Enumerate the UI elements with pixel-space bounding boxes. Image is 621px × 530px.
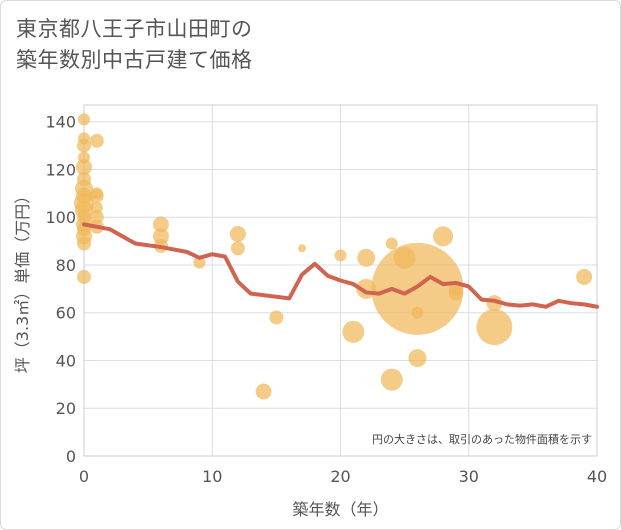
x-tick-label: 40: [587, 467, 607, 486]
bubble-point: [152, 216, 169, 233]
bubble-point: [77, 138, 91, 153]
bubble-point: [269, 310, 284, 325]
bubble-point: [78, 113, 90, 126]
bubble-point: [89, 188, 104, 203]
bubble-point: [408, 349, 427, 368]
bubble-point: [77, 269, 91, 284]
bubble-point: [193, 256, 206, 269]
y-tick-label: 20: [56, 399, 76, 418]
y-tick-label: 140: [45, 113, 76, 132]
x-tick-label: 30: [459, 467, 479, 486]
bubble-point: [76, 159, 92, 176]
bubble-point: [433, 226, 454, 247]
bubble-point: [385, 237, 398, 250]
x-tick-label: 20: [330, 467, 350, 486]
bubble-point: [89, 133, 104, 148]
bubble-point: [411, 306, 424, 319]
bubble-point: [77, 236, 91, 251]
bubble-point: [357, 248, 376, 267]
bubble-point: [448, 286, 463, 301]
y-tick-label: 60: [56, 304, 76, 323]
y-tick-label: 80: [56, 256, 76, 275]
bubble-point: [342, 320, 365, 343]
x-axis-label: 築年数（年）: [292, 500, 388, 519]
bubble-point: [90, 201, 103, 214]
bubble-point: [230, 241, 245, 256]
bubble-point: [334, 249, 347, 262]
chart-title: 東京都八王子市山田町の 築年数別中古戸建て価格: [16, 14, 253, 76]
y-tick-label: 0: [66, 447, 76, 466]
x-tick-label: 0: [79, 467, 89, 486]
bubble-point: [371, 242, 464, 335]
bubble-point: [229, 225, 246, 242]
y-axis-label: 坪（3.3㎡）単価（万円）: [13, 188, 32, 373]
title-line-1: 東京都八王子市山田町の: [16, 17, 253, 41]
y-tick-label: 40: [56, 351, 76, 370]
bubble-point: [576, 268, 593, 285]
bubble-point: [380, 368, 403, 391]
x-tick-labels: 0 10 20 30 40: [79, 467, 607, 486]
bubble-point: [255, 383, 272, 400]
bubble-point: [476, 309, 513, 346]
bubble-point: [298, 244, 307, 253]
y-tick-label: 100: [45, 208, 76, 227]
y-tick-labels: 0 20 40 60 80 100 120 140: [45, 113, 76, 466]
x-tick-label: 10: [202, 467, 222, 486]
title-line-2: 築年数別中古戸建て価格: [16, 48, 253, 72]
trend-line: [82, 222, 599, 309]
size-note: 円の大きさは、取引のあった物件面積を示す: [372, 432, 592, 446]
y-tick-label: 120: [45, 160, 76, 179]
bubble-series: [74, 113, 593, 400]
